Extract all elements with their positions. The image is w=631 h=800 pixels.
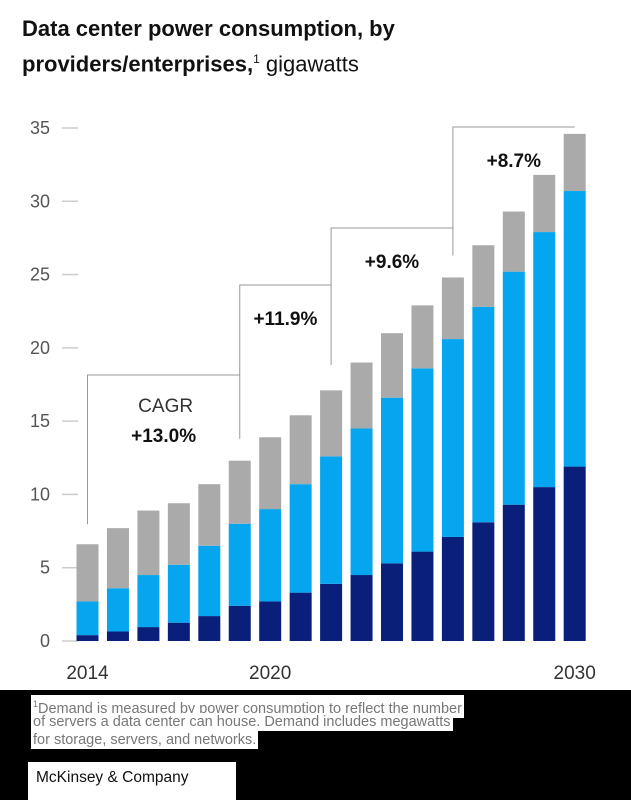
- bar-segment-2025-s1: [411, 551, 434, 641]
- bar-segment-2016-s3: [137, 510, 160, 576]
- bar-segment-2028-s3: [502, 211, 525, 272]
- bar-segment-2025-s2: [411, 368, 434, 552]
- bar-segment-2019-s3: [228, 460, 251, 524]
- bar-segment-2022-s1: [320, 583, 343, 641]
- footnote-text-1: Demand is measured by power consumption …: [38, 700, 462, 717]
- title-unit: gigawatts: [265, 51, 359, 77]
- cagr-label: CAGR: [138, 396, 193, 417]
- y-tick-label: 35: [30, 118, 50, 138]
- cagr-bracket: [452, 126, 575, 228]
- bar-segment-2028-s1: [502, 504, 525, 641]
- bar-segment-2023-s1: [350, 575, 373, 641]
- footnote-mark: 1: [33, 699, 39, 709]
- y-tick-label: 5: [40, 558, 50, 578]
- source-label: McKinsey & Company: [36, 769, 189, 786]
- bar-segment-2014-s1: [76, 635, 99, 641]
- bar-segment-2020-s3: [259, 437, 282, 510]
- bar-segment-2017-s1: [167, 622, 190, 641]
- cagr-value-2: +11.9%: [253, 309, 317, 330]
- bar-segment-2026-s2: [441, 339, 464, 537]
- y-tick-label: 20: [30, 338, 50, 358]
- bar-segment-2015-s1: [106, 631, 129, 641]
- bar-segment-2021-s3: [289, 415, 312, 485]
- bar-segment-2026-s3: [441, 277, 464, 340]
- bar-segment-2027-s2: [472, 306, 495, 523]
- bar-segment-2018-s1: [198, 616, 221, 641]
- bar-segment-2030-s3: [563, 133, 586, 192]
- cagr-value-3: +9.6%: [365, 252, 420, 273]
- y-tick-label: 10: [30, 484, 50, 504]
- bar-segment-2026-s1: [441, 536, 464, 641]
- bar-segment-2025-s3: [411, 305, 434, 369]
- bar-segment-2018-s3: [198, 484, 221, 546]
- cagr-value-4: +8.7%: [487, 151, 542, 172]
- footnote-line-3: for storage, servers, and networks.: [31, 731, 259, 749]
- bar-segment-2029-s1: [533, 487, 556, 641]
- x-tick-label: 2020: [249, 663, 291, 684]
- chart-panel: [0, 0, 631, 690]
- bar-segment-2027-s1: [472, 522, 495, 641]
- bar-segment-2023-s3: [350, 362, 373, 429]
- bar-segment-2017-s3: [167, 503, 190, 565]
- chart-title: Data center power consumption, by provid…: [22, 14, 395, 79]
- bar-segment-2014-s2: [76, 601, 99, 636]
- bar-segment-2022-s3: [320, 390, 343, 457]
- y-tick-label: 15: [30, 411, 50, 431]
- cagr-bracket: [239, 284, 332, 375]
- bar-segment-2018-s2: [198, 545, 221, 617]
- y-tick-label: 25: [30, 265, 50, 285]
- y-tick-label: 30: [30, 191, 50, 211]
- bar-segment-2029-s3: [533, 174, 556, 233]
- cagr-value-1: +13.0%: [131, 426, 196, 447]
- bar-segment-2020-s2: [259, 509, 282, 602]
- bar-segment-2021-s1: [289, 592, 312, 641]
- bar-segment-2016-s1: [137, 627, 160, 641]
- bar-segment-2015-s3: [106, 528, 129, 589]
- stacked-bar-chart: 0 5 10 15 20 25 30 35 2014 2020 2030 CAGR +13.0% +11.…: [30, 118, 596, 684]
- bar-segment-2028-s2: [502, 271, 525, 505]
- x-tick-label: 2030: [554, 663, 596, 684]
- bar-segment-2023-s2: [350, 428, 373, 576]
- bar-segment-2022-s2: [320, 456, 343, 584]
- y-tick-label: 0: [40, 631, 50, 651]
- cagr-bracket: [87, 374, 241, 525]
- bar-segment-2021-s2: [289, 484, 312, 593]
- bar-segment-2024-s2: [381, 397, 403, 564]
- bar-segment-2030-s1: [563, 466, 586, 641]
- title-line2: providers/enterprises,: [22, 51, 254, 77]
- x-tick-label: 2014: [66, 663, 109, 684]
- bar-segment-2024-s1: [381, 563, 403, 641]
- footnote-line-2: of servers a data center can house. Dema…: [31, 713, 453, 731]
- bar-segment-2017-s2: [167, 564, 190, 623]
- bar-segment-2014-s3: [76, 544, 99, 602]
- cagr-bracket: [330, 227, 454, 285]
- bar-segment-2015-s2: [106, 588, 129, 632]
- footnote-line-1: 1Demand is measured by power consumption…: [31, 695, 464, 718]
- bar-segment-2020-s1: [259, 601, 282, 641]
- title-footnote-mark: 1: [253, 52, 260, 66]
- bar-segment-2030-s2: [563, 191, 586, 467]
- bar-segment-2029-s2: [533, 232, 556, 488]
- bar-segment-2016-s2: [137, 575, 160, 628]
- bar-segment-2024-s3: [381, 333, 403, 398]
- bar-segment-2019-s1: [228, 605, 251, 641]
- bar-segment-2019-s2: [228, 523, 251, 606]
- bar-segment-2027-s3: [472, 245, 495, 307]
- title-line1: Data center power consumption, by: [22, 16, 395, 41]
- source-box: McKinsey & Company: [28, 762, 236, 800]
